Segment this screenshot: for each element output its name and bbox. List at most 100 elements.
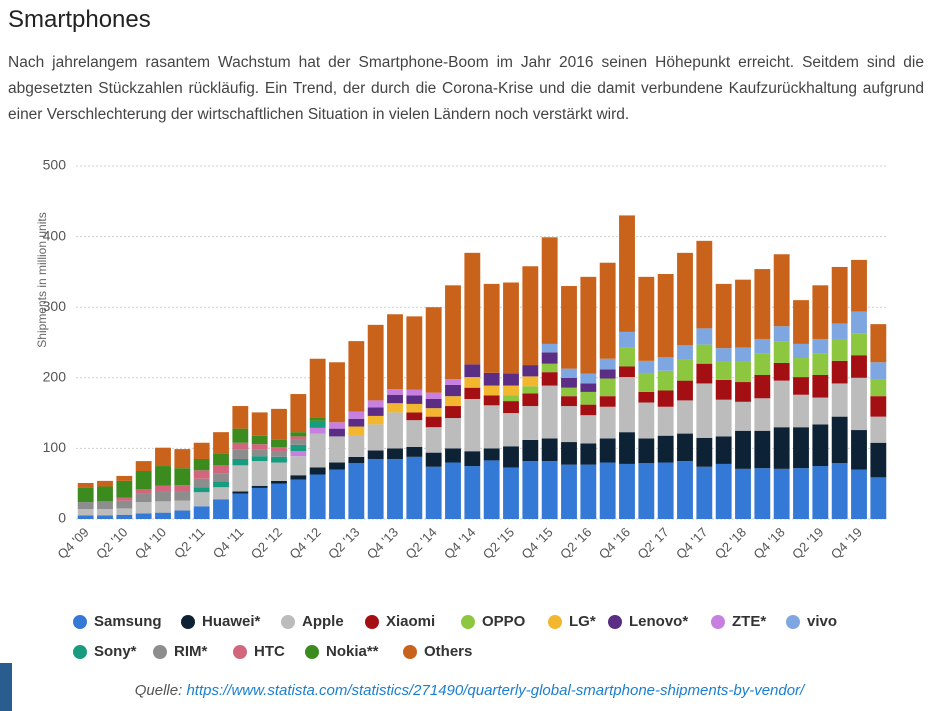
bar-segment <box>155 466 171 486</box>
bar-segment <box>271 456 287 463</box>
bar-segment <box>116 500 133 509</box>
bar-segment <box>97 486 113 502</box>
bar-segment <box>271 480 287 484</box>
bar-segment <box>367 415 384 425</box>
bar-segment <box>754 398 771 431</box>
y-tick-label: 400 <box>43 227 67 243</box>
bar-segment <box>348 456 365 464</box>
bar-segment <box>290 444 307 452</box>
bar-segment <box>251 435 268 445</box>
bar-segment <box>580 415 597 444</box>
bar-segment <box>715 436 732 464</box>
bar-segment <box>851 430 867 470</box>
bar-segment <box>599 438 616 463</box>
bar-segment <box>812 285 829 339</box>
bar-segment <box>232 428 249 443</box>
bar-segment <box>735 382 751 402</box>
y-tick-label: 100 <box>43 439 67 455</box>
bar-segment <box>193 478 210 488</box>
bar-segment <box>754 269 771 339</box>
bar-segment <box>851 355 867 378</box>
bar-segment <box>290 432 307 437</box>
bar-segment <box>677 252 693 346</box>
bar-segment <box>387 394 403 404</box>
legend-label: Apple <box>302 613 344 630</box>
bar-segment <box>657 462 674 519</box>
bar-segment <box>696 437 713 467</box>
bar-segment <box>657 435 674 463</box>
bar-segment <box>425 452 442 467</box>
bar-segment <box>387 314 403 390</box>
bar-segment <box>696 383 713 438</box>
legend-label: OPPO <box>482 613 526 630</box>
y-axis-label: Shipments in million units <box>35 212 49 347</box>
bar-segment <box>773 362 790 381</box>
bar-segment <box>561 464 577 519</box>
bar-segment <box>464 387 481 399</box>
bar-segment <box>445 396 461 407</box>
bar-segment <box>387 389 403 395</box>
bar-segment <box>793 358 809 378</box>
bar-segment <box>773 427 790 469</box>
bar-segment <box>851 469 867 519</box>
bar-segment <box>290 436 307 440</box>
bar-segment <box>735 279 751 348</box>
bar-segment <box>561 406 577 443</box>
bar-segment <box>503 373 519 386</box>
bar-segment <box>251 412 268 436</box>
bar-segment <box>464 377 481 388</box>
bar-segment <box>677 433 693 462</box>
bar-segment <box>445 418 461 449</box>
bar-segment <box>406 412 423 421</box>
bar-segment <box>638 438 655 464</box>
bar-segment <box>367 407 384 416</box>
bar-segment <box>696 363 713 384</box>
bar-segment <box>793 300 809 344</box>
bar-segment <box>97 480 113 487</box>
bar-segment <box>155 512 171 519</box>
bar-segment <box>580 373 597 384</box>
bar-segment <box>735 401 751 431</box>
bar-segment <box>406 456 423 519</box>
bar-segment <box>696 344 713 364</box>
bar-segment <box>425 427 442 453</box>
bar-segment <box>483 405 500 449</box>
bar-segment <box>135 493 152 503</box>
bar-segment <box>464 252 481 365</box>
source-link[interactable]: https://www.statista.com/statistics/2714… <box>186 682 805 699</box>
bar-segment <box>793 343 809 359</box>
bar-segment <box>677 400 693 434</box>
legend-swatch <box>305 645 319 659</box>
bar-segment <box>329 469 345 519</box>
bar-segment <box>232 491 249 494</box>
bar-segment <box>851 333 867 356</box>
legend-label: Huawei* <box>202 613 261 630</box>
bar-segment <box>135 513 152 519</box>
bar-segment <box>348 426 365 435</box>
bar-segment <box>445 448 461 463</box>
y-tick-label: 300 <box>43 298 67 314</box>
bar-segment <box>715 283 732 349</box>
legend-swatch <box>711 615 725 629</box>
bar-segment <box>290 475 307 480</box>
bar-segment <box>831 266 848 324</box>
bar-segment <box>773 468 790 519</box>
bar-segment <box>174 500 191 511</box>
bar-segment <box>522 365 539 377</box>
bar-segment <box>116 497 133 501</box>
bar-segment <box>831 416 848 464</box>
bar-segment <box>831 383 848 417</box>
bar-segment <box>425 392 442 399</box>
bar-segment <box>735 361 751 383</box>
bar-segment <box>425 398 442 409</box>
bar-segment <box>541 372 558 386</box>
source: Quelle: https://www.statista.com/statist… <box>0 682 939 699</box>
bar-segment <box>812 353 829 375</box>
bar-segment <box>271 439 287 447</box>
bar-segment <box>541 363 558 373</box>
bar-segment <box>193 487 210 493</box>
bar-segment <box>213 473 229 482</box>
bar-segment <box>851 311 867 334</box>
bar-segment <box>174 468 191 486</box>
bar-segment <box>638 463 655 519</box>
